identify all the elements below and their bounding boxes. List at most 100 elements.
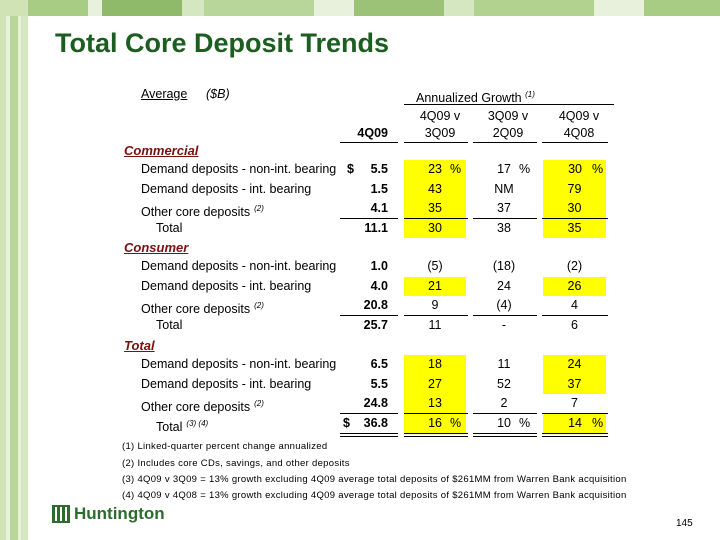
- row-label: Demand deposits - non-int. bearing: [141, 259, 336, 274]
- growth-value: 43: [428, 181, 442, 196]
- value-4q09: 24.8: [363, 396, 388, 410]
- growth-value: 52: [497, 376, 511, 391]
- row-label-text: Demand deposits - non-int. bearing: [141, 162, 337, 176]
- growth-value: 30: [428, 220, 442, 235]
- grand-total-double-rule: [404, 433, 468, 434]
- growth-value: 23: [428, 162, 442, 176]
- row-label-text: Demand deposits - int. bearing: [141, 278, 312, 293]
- subtotal-rule: [473, 412, 537, 414]
- growth-value: 26: [567, 278, 582, 293]
- row-label: Demand deposits - non-int. bearing: [141, 162, 336, 177]
- growth-value: 11: [428, 317, 442, 332]
- percent-sign: %: [450, 162, 462, 176]
- highlight-cell: [404, 374, 466, 394]
- row-footnote-ref: (3) (4): [186, 418, 209, 428]
- growth-value: 10: [497, 415, 511, 430]
- row-label-text: Demand deposits - non-int. bearing: [141, 357, 337, 371]
- row-footnote-ref: (2): [254, 204, 264, 213]
- header-rule: [404, 104, 614, 105]
- row-label-text: Demand deposits - int. bearing: [141, 376, 312, 391]
- growth-value: 27: [428, 376, 442, 391]
- growth-value: 11: [497, 357, 511, 371]
- annualized-header: Annualized Growth (1): [416, 90, 535, 106]
- subtotal-rule: [340, 314, 398, 316]
- row-label: Other core deposits (2): [141, 298, 264, 317]
- row-label-text: Total: [156, 419, 183, 434]
- row-label: Demand deposits - non-int. bearing: [141, 357, 336, 372]
- grand-total-double-rule: [473, 433, 537, 434]
- col-top-1: 4Q09 v: [419, 109, 461, 123]
- col-top-3: 4Q09 v: [558, 109, 600, 123]
- growth-value: 21: [428, 278, 442, 293]
- growth-value: 35: [567, 220, 582, 235]
- row-label: Demand deposits - int. bearing: [141, 279, 311, 294]
- dollar-sign: $: [347, 162, 354, 176]
- growth-value: 30: [567, 201, 582, 215]
- rule-4q09: [340, 142, 398, 143]
- top-stripes: [0, 0, 720, 16]
- highlight-cell: [543, 199, 606, 219]
- growth-value: 2: [500, 396, 508, 410]
- subtotal-rule: [404, 217, 468, 219]
- row-label-text: Demand deposits - non-int. bearing: [141, 259, 337, 273]
- col-3q09: 3Q09: [424, 126, 456, 140]
- huntington-logo: Huntington: [52, 504, 165, 524]
- left-stripes: [0, 0, 28, 540]
- row-label: Total: [156, 221, 182, 236]
- rule-3q09: [404, 142, 468, 143]
- growth-value: 35: [428, 201, 442, 215]
- highlight-cell: [404, 218, 466, 238]
- growth-value: NM: [494, 181, 514, 196]
- grand-total-double-rule: [340, 436, 398, 437]
- highlight-cell: [404, 355, 466, 375]
- value-4q09: 6.5: [370, 357, 388, 371]
- logo-text: Huntington: [74, 504, 165, 523]
- percent-sign: %: [519, 162, 531, 176]
- row-label: Demand deposits - int. bearing: [141, 182, 311, 197]
- highlight-cell: [543, 374, 606, 394]
- grand-total-double-rule: [473, 436, 537, 437]
- highlight-cell: [543, 355, 606, 375]
- row-label: Total (3) (4): [156, 416, 208, 435]
- growth-value: (5): [427, 259, 443, 273]
- row-label-text: Demand deposits - int. bearing: [141, 181, 312, 196]
- value-4q09: 1.5: [370, 181, 388, 196]
- value-4q09: 25.7: [363, 317, 388, 332]
- row-label-text: Total: [156, 317, 183, 332]
- growth-value: 24: [567, 357, 582, 371]
- footnote-2: (2) Includes core CDs, savings, and othe…: [122, 458, 350, 469]
- subtotal-rule: [542, 217, 608, 219]
- grand-total-double-rule: [340, 433, 398, 434]
- row-label-text: Other core deposits: [141, 302, 251, 317]
- highlight-cell: [543, 276, 606, 296]
- col-2q09: 2Q09: [492, 126, 524, 140]
- page-number: 145: [676, 518, 693, 529]
- value-4q09: 5.5: [370, 162, 388, 176]
- growth-value: 4: [571, 298, 578, 312]
- page-title: Total Core Deposit Trends: [55, 28, 390, 58]
- growth-value: 30: [568, 162, 582, 176]
- growth-value: 13: [428, 396, 442, 410]
- dollar-sign: $: [343, 415, 350, 430]
- value-4q09: 20.8: [363, 298, 388, 312]
- rule-2q09: [473, 142, 537, 143]
- footnote-1: (1) Linked-quarter percent change annual…: [122, 441, 328, 452]
- col-4q08: 4Q08: [563, 126, 595, 140]
- unit-header: ($B): [206, 87, 230, 101]
- col-top-2: 3Q09 v: [487, 109, 529, 123]
- highlight-cell: [404, 179, 466, 199]
- section-title: Commercial: [124, 143, 199, 158]
- footnote-3: (3) 4Q09 v 3Q09 = 13% growth excluding 4…: [122, 474, 627, 485]
- growth-value: 38: [497, 220, 511, 235]
- growth-value: (18): [492, 259, 516, 273]
- subtotal-rule: [542, 412, 608, 414]
- growth-value: 9: [431, 298, 439, 312]
- value-4q09: 4.1: [370, 201, 388, 215]
- section-title: Consumer: [124, 240, 189, 255]
- percent-sign: %: [519, 415, 531, 430]
- highlight-cell: [404, 413, 466, 433]
- growth-value: 16: [428, 415, 442, 430]
- highlight-cell: [543, 218, 606, 238]
- grand-total-double-rule: [542, 433, 608, 434]
- row-footnote-ref: (2): [254, 399, 264, 408]
